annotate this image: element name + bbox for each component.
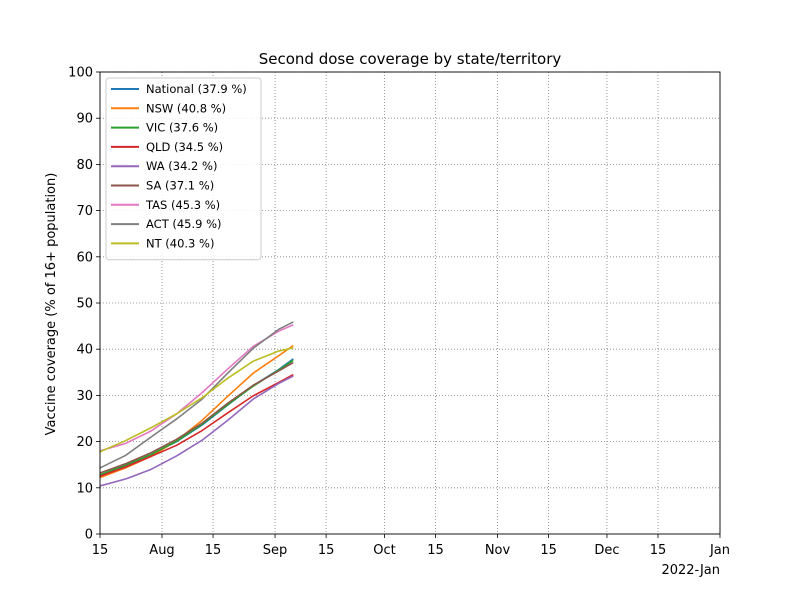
series-line-8 bbox=[99, 347, 294, 453]
y-tick-label: 50 bbox=[76, 297, 93, 312]
x-tick-label: 15 bbox=[205, 543, 222, 558]
y-tick-label: 60 bbox=[76, 250, 93, 265]
legend-entry: NSW (40.8 %) bbox=[146, 101, 226, 115]
x-tick-label: Aug bbox=[149, 543, 174, 558]
legend: National (37.9 %) NSW (40.8 %) VIC (37.6 %… bbox=[105, 77, 262, 261]
y-tick-label: 70 bbox=[76, 204, 93, 219]
series-line-4 bbox=[99, 375, 294, 487]
x-tick-label: Dec bbox=[594, 543, 619, 558]
y-tick-label: 10 bbox=[76, 481, 93, 496]
x-tick-label: Sep bbox=[263, 543, 288, 558]
x-tick-label: Jan bbox=[709, 543, 730, 558]
x-tick-label: 15 bbox=[540, 543, 557, 558]
x-tick-label: Oct bbox=[373, 543, 395, 558]
legend-entry: ACT (45.9 %) bbox=[146, 217, 222, 231]
series-line-3 bbox=[99, 373, 294, 478]
legend-entry: National (37.9 %) bbox=[146, 82, 247, 96]
legend-entry: WA (34.2 %) bbox=[146, 159, 217, 173]
y-tick-label: 40 bbox=[76, 343, 93, 358]
tick-labels: 0 10 20 30 40 50 60 70 80 90 100 15 Aug 15 Sep 15 Oct 15 N… bbox=[68, 66, 730, 559]
chart-title: Second dose coverage by state/territory bbox=[259, 50, 562, 68]
legend-entry: VIC (37.6 %) bbox=[146, 121, 218, 135]
x-axis-offset-label: 2022-Jan bbox=[661, 563, 720, 578]
series-line-7 bbox=[99, 321, 294, 469]
legend-entry: TAS (45.3 %) bbox=[145, 198, 220, 212]
y-tick-label: 90 bbox=[76, 112, 93, 127]
legend-entry: SA (37.1 %) bbox=[146, 179, 214, 193]
x-tick-label: Nov bbox=[485, 543, 511, 558]
y-axis-label: Vaccine coverage (% of 16+ population) bbox=[44, 173, 59, 436]
y-tick-label: 100 bbox=[68, 66, 93, 81]
x-tick-label: 15 bbox=[427, 543, 444, 558]
legend-entry: NT (40.3 %) bbox=[146, 236, 214, 250]
y-tick-label: 0 bbox=[85, 528, 93, 543]
y-tick-label: 20 bbox=[76, 435, 93, 450]
series-line-5 bbox=[99, 361, 294, 474]
y-tick-label: 30 bbox=[76, 389, 93, 404]
legend-box bbox=[105, 77, 262, 261]
y-tick-label: 80 bbox=[76, 158, 93, 173]
axes bbox=[96, 71, 721, 538]
legend-entry: QLD (34.5 %) bbox=[146, 140, 223, 154]
series-lines bbox=[99, 321, 294, 487]
axes-frame bbox=[99, 71, 721, 535]
x-tick-label: 15 bbox=[650, 543, 667, 558]
x-tick-label: 15 bbox=[92, 543, 109, 558]
x-tick-label: 15 bbox=[318, 543, 335, 558]
